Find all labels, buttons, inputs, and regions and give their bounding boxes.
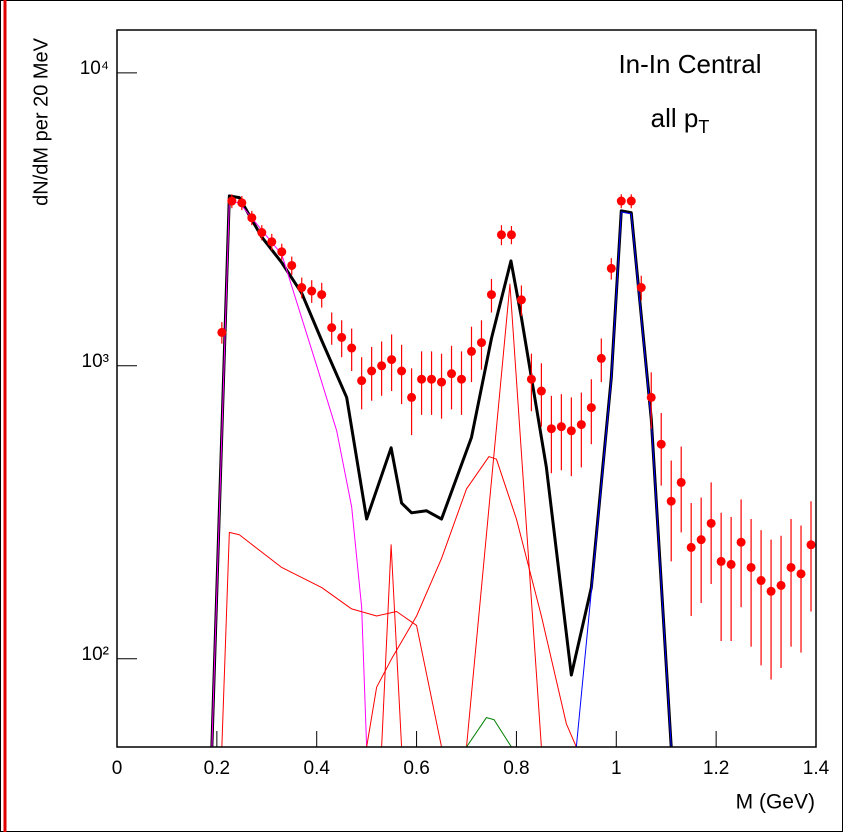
y-tick-label: 10² [82,644,109,665]
data-point [656,439,666,449]
data-point [287,260,297,270]
x-tick-label: 0.4 [304,758,331,779]
data-point [756,576,766,586]
data-point [417,374,427,384]
data-point [646,392,656,402]
data-point [427,374,437,384]
annotation-text: all p [651,103,699,133]
data-point [526,374,536,384]
data-point [227,196,237,206]
annotation: In-In Central [618,49,761,79]
data-point [536,386,546,396]
data-point [447,369,457,379]
data-point [486,290,496,300]
data-point [437,377,447,387]
data-point [806,540,816,550]
data-point [606,263,616,273]
data-point [706,518,716,528]
curve [466,717,512,747]
data-point [506,230,516,240]
data-point [367,366,377,376]
data-point [277,247,287,257]
x-tick-label: 0.2 [204,758,230,779]
data-point [676,477,686,487]
data-point [377,361,387,371]
data-point [476,338,486,348]
data-point [496,230,506,240]
data-point [387,355,397,365]
data-point [297,283,307,293]
curve [221,531,443,747]
curve [466,283,542,747]
data-point [586,403,596,413]
data-point [726,559,736,569]
data-point [357,376,367,386]
data-point [636,283,646,293]
data-point [626,196,636,206]
data-point [776,580,786,590]
data-point [397,366,407,376]
y-axis-label: dN/dM per 20 MeV [30,37,52,206]
plot-frame [116,29,817,748]
data-point [546,424,556,434]
data-point [516,295,526,305]
data-point [736,537,746,547]
data-point [267,237,277,247]
data-point [746,562,756,572]
y-tick-label: 10³ [82,351,109,372]
data-point [716,556,726,566]
data-point [307,286,317,296]
curve [366,456,577,747]
data-point [556,422,566,432]
x-tick-label: 0.6 [403,758,429,779]
curve [381,544,403,747]
x-axis-label: M (GeV) [736,791,815,814]
data-point [686,542,696,552]
data-point [696,535,706,545]
x-tick-label: 1.2 [703,758,729,779]
x-tick-label: 0.8 [503,758,529,779]
x-tick-label: 1 [611,758,622,779]
data-point [616,196,626,206]
data-point [217,327,227,337]
data-point [596,353,606,363]
data-point [257,228,267,238]
data-point [786,562,796,572]
data-point [317,290,327,300]
data-point [347,343,357,353]
data-point [457,374,467,384]
data-point [766,586,776,596]
x-tick-label: 1.4 [803,758,830,779]
y-tick-label: 10⁴ [80,58,109,79]
annotation: all pT [651,103,710,137]
data-point [466,346,476,356]
data-point [796,569,806,579]
data-point [576,420,586,430]
data-point [666,496,676,506]
data-point [337,332,347,342]
x-tick-label: 0 [112,758,123,779]
data-point [237,198,247,208]
data-point [566,426,576,436]
data-point [247,213,257,223]
annotation-subscript: T [698,117,709,137]
data-point [327,323,337,333]
data-point [407,392,417,402]
plot-area [210,194,816,747]
